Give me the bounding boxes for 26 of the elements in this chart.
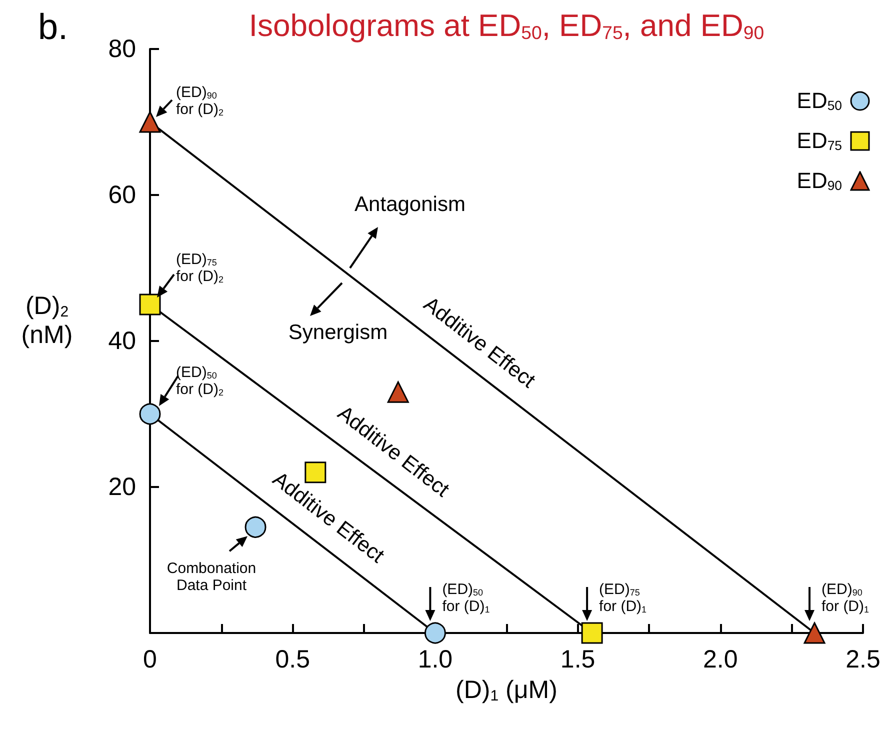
y-axis-title: (D)$_{2}$ (nM) xyxy=(20,292,74,350)
point xyxy=(244,516,266,538)
point xyxy=(581,622,603,644)
legend-label: ED$_{50}$ xyxy=(796,88,842,114)
text: b. xyxy=(38,6,68,48)
y-tick-label: 20 xyxy=(108,473,136,501)
point xyxy=(139,403,161,425)
point xyxy=(139,294,161,316)
point xyxy=(424,622,446,644)
point xyxy=(387,381,409,403)
x-tick-label: 0.5 xyxy=(275,646,310,674)
y-tick-label: 40 xyxy=(108,327,136,355)
annotation: Combonation Data Point xyxy=(166,560,256,594)
x-axis-title: (D)$_{1}$ (μM) xyxy=(454,676,558,705)
x-tick-label: 1.5 xyxy=(560,646,596,674)
x-tick-label: 1.0 xyxy=(418,646,453,674)
annotation: Synergism xyxy=(288,320,388,346)
legend-label: ED$_{90}$ xyxy=(796,168,842,194)
x-tick-label: 2.0 xyxy=(703,646,738,674)
x-tick-label: 2.5 xyxy=(846,646,880,674)
annotation: Antagonism xyxy=(354,192,466,218)
y-tick-label: 60 xyxy=(108,181,136,209)
y-tick-label: 80 xyxy=(108,35,136,63)
legend-label: ED$_{75}$ xyxy=(796,128,842,154)
x-tick-label: 0 xyxy=(143,646,157,674)
chart-title: Isobolograms at ED$_{50}$, ED$_{75}$, and ED$_{90}$ xyxy=(248,8,766,44)
